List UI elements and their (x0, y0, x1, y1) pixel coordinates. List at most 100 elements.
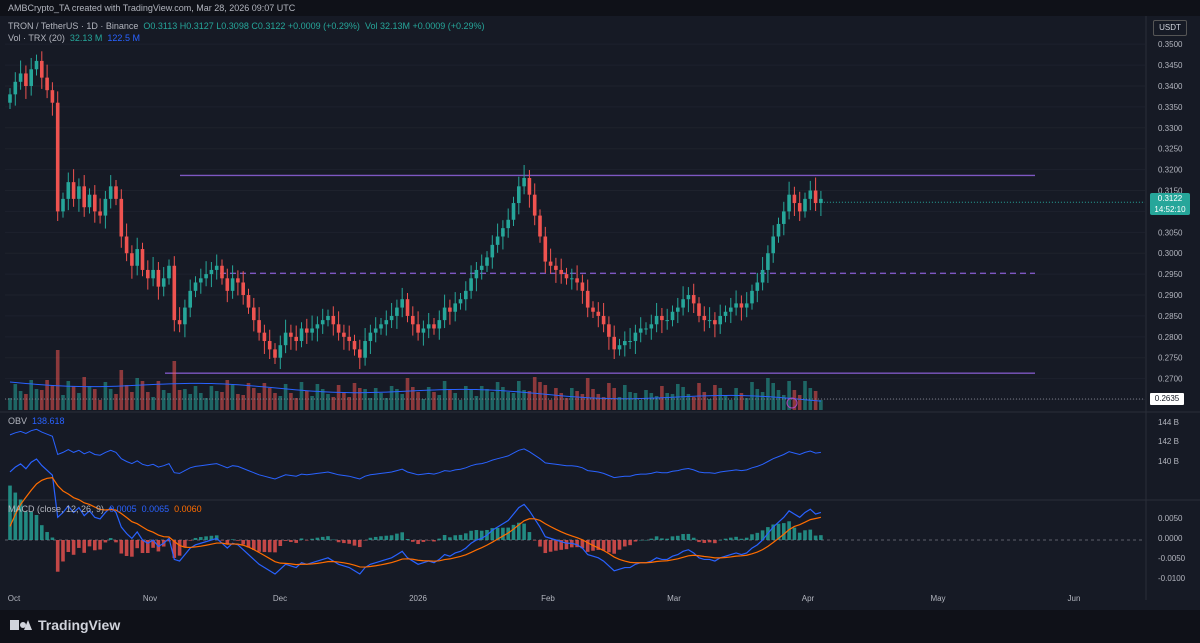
macd-histogram-bar (299, 538, 304, 540)
volume-bar (93, 389, 97, 410)
volume-bar (305, 391, 309, 410)
candle-body (161, 278, 166, 287)
candle-body (135, 249, 139, 266)
ohlc-values: O0.3113 H0.3127 L0.3098 C0.3122 +0.0009 … (143, 21, 360, 31)
candle-body (575, 278, 579, 283)
volume-bar (723, 395, 728, 410)
candle-body (713, 320, 717, 325)
macd-histogram-bar (474, 530, 479, 540)
macd-histogram-bar (623, 540, 627, 547)
volume-bar (739, 393, 744, 410)
macd-histogram-bar (140, 540, 145, 554)
macd-histogram-bar (469, 530, 473, 540)
volume-bar (564, 398, 569, 410)
obv-value: 138.618 (32, 416, 65, 426)
candle-body (204, 274, 208, 279)
candle-body (426, 324, 431, 329)
candle-body (61, 198, 65, 212)
candle-body (71, 182, 76, 199)
macd-histogram-bar (368, 537, 373, 540)
volume-bar (787, 381, 791, 410)
chart-svg[interactable]: 0.3500 0.3450 0.3400 0.3350 0.3300 0.3250 0.32… (0, 0, 1200, 610)
candle-body (246, 295, 251, 308)
macd-histogram-bar (813, 535, 818, 540)
candle-body (495, 236, 500, 245)
candle-body (87, 194, 92, 208)
macd-histogram-bar (464, 533, 468, 540)
macd-histogram-bar (543, 540, 548, 554)
signal-line (9, 477, 822, 568)
volume-bar (458, 400, 463, 410)
volume-bar (744, 398, 749, 410)
candle-body (797, 203, 802, 212)
macd-histogram-bar (607, 540, 611, 553)
candle-body (532, 194, 537, 216)
macd-histogram-bar (342, 540, 346, 544)
y-tick-label: 0.2700 (1158, 375, 1183, 384)
macd-histogram-bar (739, 538, 744, 540)
currency-badge[interactable]: USDT (1153, 20, 1187, 36)
volume-bar (18, 391, 23, 410)
candle-body (718, 315, 722, 325)
volume-bar (172, 361, 177, 410)
volume-bar (98, 400, 102, 410)
volume-bar (623, 385, 627, 410)
macd-histogram-bar (262, 540, 267, 553)
candle-body (77, 186, 81, 199)
volume-bar (760, 392, 765, 410)
candle-body (474, 269, 479, 279)
macd-histogram-bar (119, 540, 124, 554)
volume-bar (320, 389, 325, 410)
macd-histogram-bar (760, 530, 765, 540)
macd-histogram-bar (453, 535, 457, 540)
candle-body (813, 190, 818, 204)
candle-body (612, 336, 616, 350)
symbol-legend: TRON / TetherUS · 1D · Binance O0.3113 H… (8, 21, 485, 31)
y-tick-label: 0.2850 (1158, 312, 1183, 321)
candle-body (750, 290, 754, 304)
candle-body (363, 341, 367, 358)
candle-body (421, 328, 426, 333)
x-tick-label: Feb (541, 594, 555, 603)
macd-histogram-bar (283, 540, 288, 541)
macd-histogram-bar (124, 540, 129, 557)
volume-bar (469, 389, 473, 410)
volume-bar (82, 377, 86, 410)
candle-body (623, 341, 627, 346)
candle-body (734, 303, 738, 308)
macd-histogram-bar (50, 537, 55, 540)
candle-body (633, 332, 638, 342)
macd-histogram-bar (45, 532, 49, 540)
volume-bar (522, 390, 526, 410)
macd-histogram-bar (98, 540, 102, 550)
volume-bar (766, 378, 770, 410)
candle-body (18, 73, 23, 82)
last-price-value: 0.3122 (1157, 194, 1183, 203)
volume-bar (262, 383, 267, 410)
candle-body (411, 315, 415, 325)
volume-bar (485, 389, 489, 410)
macd-histogram-bar (130, 540, 134, 557)
candle-body (660, 315, 664, 321)
macd-histogram-bar (294, 540, 298, 543)
candle-body (723, 311, 728, 316)
candle-body (760, 269, 765, 283)
top-bar: AMBCrypto_TA created with TradingView.co… (0, 0, 1200, 16)
macd-histogram-bar (273, 540, 277, 553)
volume-bar (792, 390, 797, 410)
candle-body (395, 307, 399, 316)
macd-histogram-bar (707, 540, 712, 543)
macd-histogram-bar (172, 540, 177, 558)
volume-bar (315, 384, 320, 410)
macd-histogram-bar (209, 535, 214, 540)
volume-bar (644, 390, 648, 410)
macd-histogram-bar (66, 540, 71, 552)
macd-histogram-bar (82, 540, 86, 553)
macd-histogram-bar (596, 540, 601, 550)
candle-body (585, 290, 590, 308)
candle-body (792, 194, 797, 204)
candle-body (416, 324, 420, 333)
macd-histogram-bar (310, 538, 314, 540)
candle-body (808, 190, 813, 199)
candle-body (124, 236, 129, 254)
